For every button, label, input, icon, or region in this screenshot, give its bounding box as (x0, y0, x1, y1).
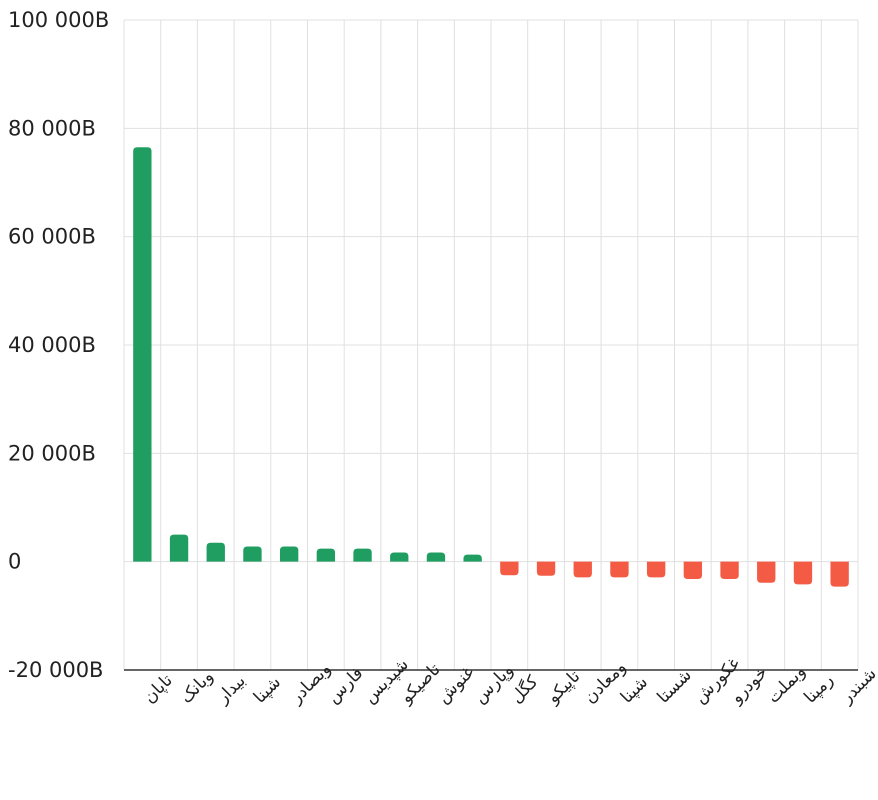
bar (353, 548, 372, 562)
bar (426, 552, 446, 562)
bar (169, 534, 189, 562)
bar (390, 552, 409, 562)
x-category-label: وپارس (470, 660, 517, 707)
bar (683, 561, 703, 579)
bar (463, 554, 482, 562)
x-category-label: وبصادر (286, 659, 335, 708)
y-tick-label: 60 000B (8, 225, 96, 249)
bar (720, 561, 739, 579)
bar (500, 561, 519, 576)
bar (206, 542, 225, 562)
bar (757, 561, 776, 583)
y-tick-label: 20 000B (8, 441, 96, 465)
y-tick-label: -20 000B (8, 658, 103, 682)
x-category-label: وبانک (176, 666, 217, 707)
y-axis-tick-labels: 100 000B 80 000B 60 000B 40 000B 20 000B 0 -20… (8, 8, 109, 682)
y-tick-label: 0 (8, 550, 21, 574)
bar (316, 548, 336, 562)
bar (279, 546, 299, 562)
x-category-label: شستا (654, 665, 696, 707)
bar (243, 546, 262, 562)
bar (610, 561, 629, 578)
bars (133, 147, 849, 587)
x-category-label: شپنا (250, 672, 285, 707)
x-category-label: بیدار (212, 671, 249, 708)
bar (573, 561, 592, 578)
x-category-label: وبملت (764, 662, 810, 708)
x-category-label: تاپیکو (543, 666, 585, 708)
bar (793, 561, 813, 585)
y-tick-label: 40 000B (8, 333, 96, 357)
bar (133, 147, 152, 562)
y-tick-label: 100 000B (8, 8, 109, 32)
bar (830, 561, 849, 587)
y-tick-label: 80 000B (8, 116, 96, 140)
grid-lines (123, 19, 859, 670)
x-category-label: تاپان (140, 670, 177, 707)
bar (536, 561, 556, 576)
bar (646, 561, 666, 578)
